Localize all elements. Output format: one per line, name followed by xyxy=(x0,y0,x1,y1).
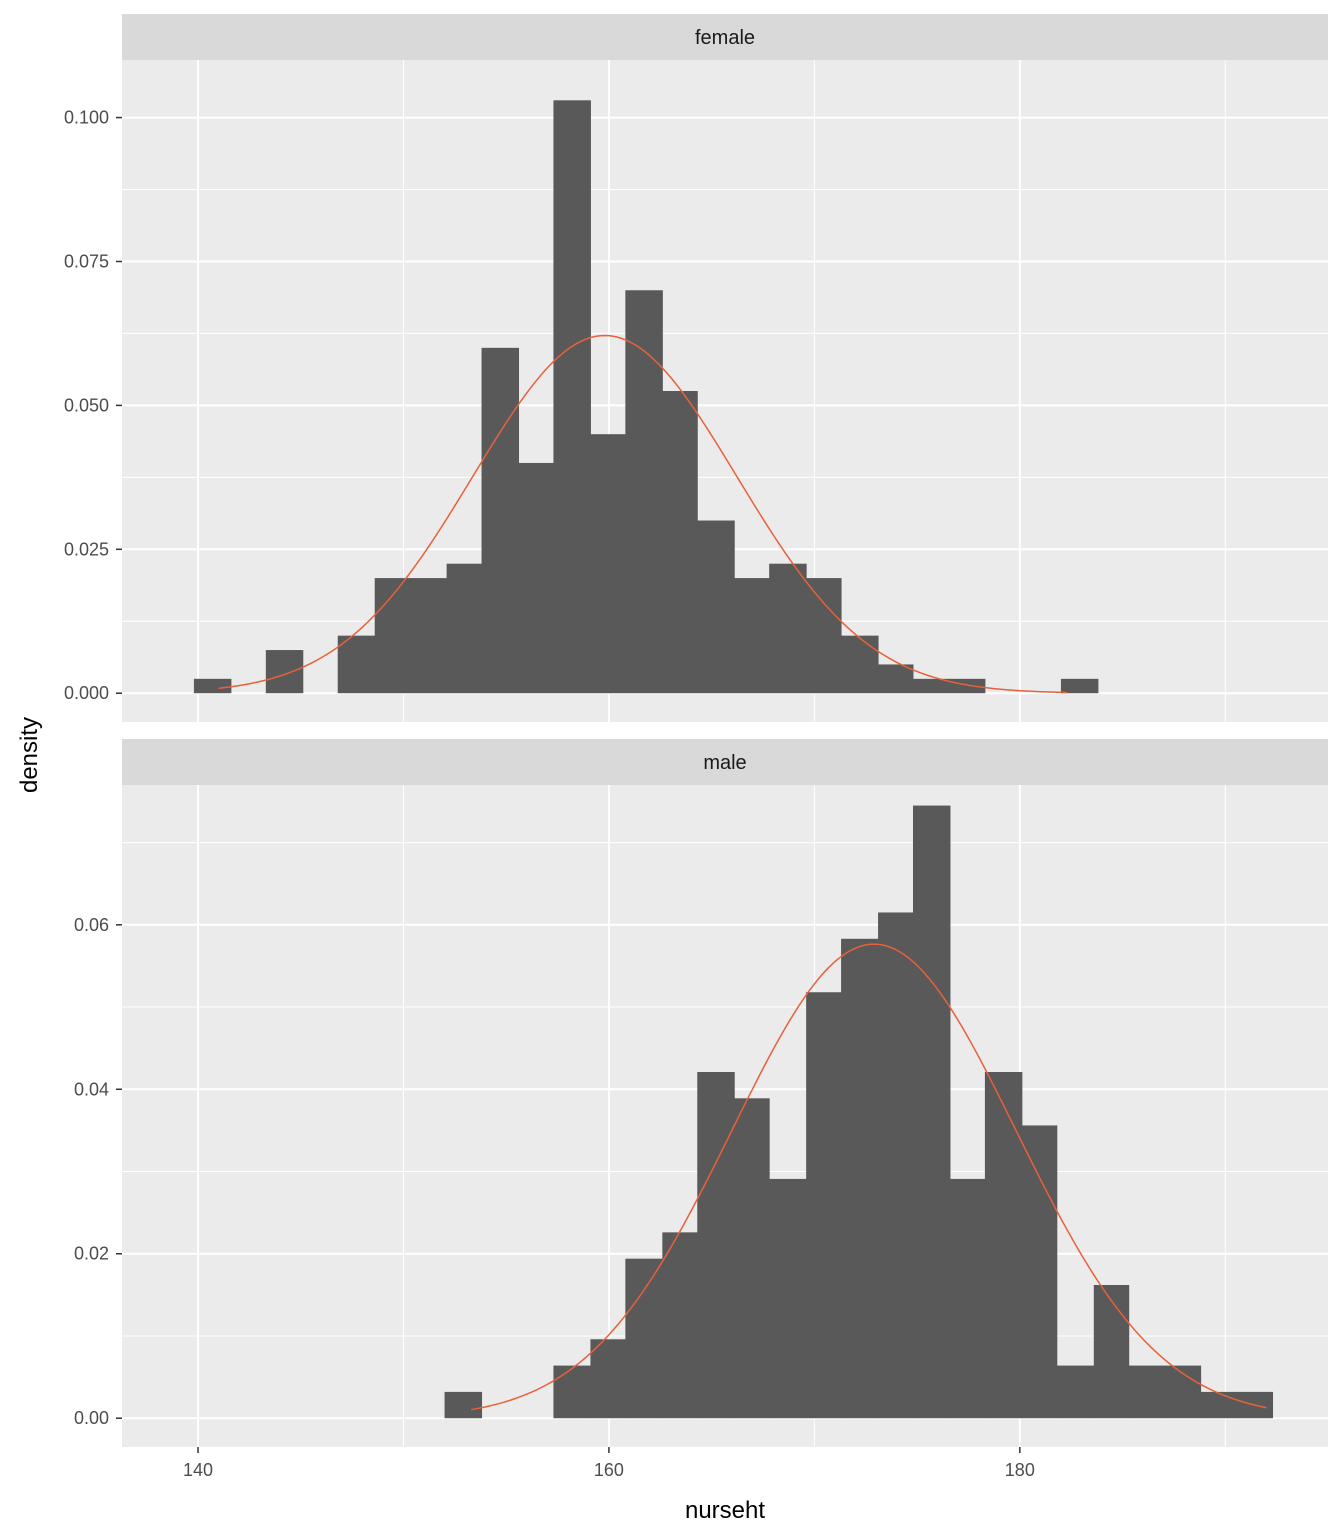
histogram-bar xyxy=(949,1178,986,1419)
histogram-bar xyxy=(1200,1391,1239,1419)
histogram-bars-male xyxy=(444,805,1274,1419)
y-tick-label: 0.025 xyxy=(64,539,109,559)
histogram-bars-female xyxy=(193,100,1099,694)
histogram-bar xyxy=(769,1178,807,1419)
y-tick-label: 0.000 xyxy=(64,683,109,703)
histogram-bar xyxy=(662,391,698,694)
histogram-bar xyxy=(374,578,411,694)
histogram-bar xyxy=(625,1258,663,1419)
histogram-bar xyxy=(734,1098,770,1419)
facet-strip-male xyxy=(122,739,1328,785)
histogram-bar xyxy=(806,578,842,694)
facet-strip-female xyxy=(122,14,1328,60)
histogram-bar xyxy=(697,520,735,694)
density-curve-female xyxy=(218,334,1068,694)
histogram-bar xyxy=(1093,1284,1130,1419)
x-tick-label: 180 xyxy=(1005,1460,1035,1480)
facet-strip-label-female: female xyxy=(695,27,755,49)
histogram-bar xyxy=(1021,1125,1058,1419)
x-tick-label: 160 xyxy=(594,1460,624,1480)
facet-male: male 0.00 0.02 0.04 0.06 xyxy=(74,739,1328,1447)
histogram-bar xyxy=(878,664,914,694)
histogram-bar xyxy=(841,635,879,694)
y-tick-label: 0.02 xyxy=(74,1244,109,1264)
x-axis-title: nurseht xyxy=(685,1497,765,1524)
y-tick-label: 0.00 xyxy=(74,1408,109,1428)
histogram-bar xyxy=(734,578,770,694)
histogram-bar xyxy=(590,1339,626,1419)
histogram-bar xyxy=(1060,678,1099,694)
x-axis: 140 160 180 xyxy=(183,1447,1035,1480)
facet-female: female 0.000 0.025 0.050 0.075 0.100 xyxy=(64,14,1328,722)
histogram-bar xyxy=(841,938,879,1419)
histogram-bar xyxy=(1128,1365,1167,1419)
histogram-bar xyxy=(409,578,448,694)
facet-strip-label-male: male xyxy=(703,752,746,774)
histogram-bar xyxy=(1056,1365,1095,1419)
histogram-bar xyxy=(553,1365,591,1419)
y-tick-label: 0.100 xyxy=(64,108,109,128)
histogram-bar xyxy=(912,805,951,1419)
histogram-bar xyxy=(590,434,626,694)
y-axis-female: 0.000 0.025 0.050 0.075 0.100 xyxy=(64,108,122,703)
y-axis-male: 0.00 0.02 0.04 0.06 xyxy=(74,915,122,1428)
histogram-bar xyxy=(769,563,807,694)
histogram-bar xyxy=(806,992,842,1419)
histogram-bar xyxy=(446,563,483,694)
y-tick-label: 0.075 xyxy=(64,251,109,271)
histogram-bar xyxy=(481,347,520,694)
histogram-bar xyxy=(553,100,591,694)
histogram-bar xyxy=(878,912,914,1419)
histogram-bar xyxy=(518,462,554,694)
histogram-bar xyxy=(697,1072,735,1419)
y-tick-label: 0.06 xyxy=(74,915,109,935)
x-tick-label: 140 xyxy=(183,1460,213,1480)
histogram-bar xyxy=(984,1072,1023,1419)
histogram-bar xyxy=(193,678,232,694)
density-curve-male xyxy=(471,943,1267,1411)
y-tick-label: 0.050 xyxy=(64,395,109,415)
histogram-bar xyxy=(949,678,986,694)
histogram-bar xyxy=(337,635,376,694)
histogram-bar xyxy=(625,290,663,694)
histogram-bar xyxy=(912,678,951,694)
y-tick-label: 0.04 xyxy=(74,1079,109,1099)
histogram-bar xyxy=(265,650,304,694)
histogram-bar xyxy=(662,1232,698,1419)
y-axis-title: density xyxy=(16,717,43,793)
histogram-bar xyxy=(444,1391,483,1419)
